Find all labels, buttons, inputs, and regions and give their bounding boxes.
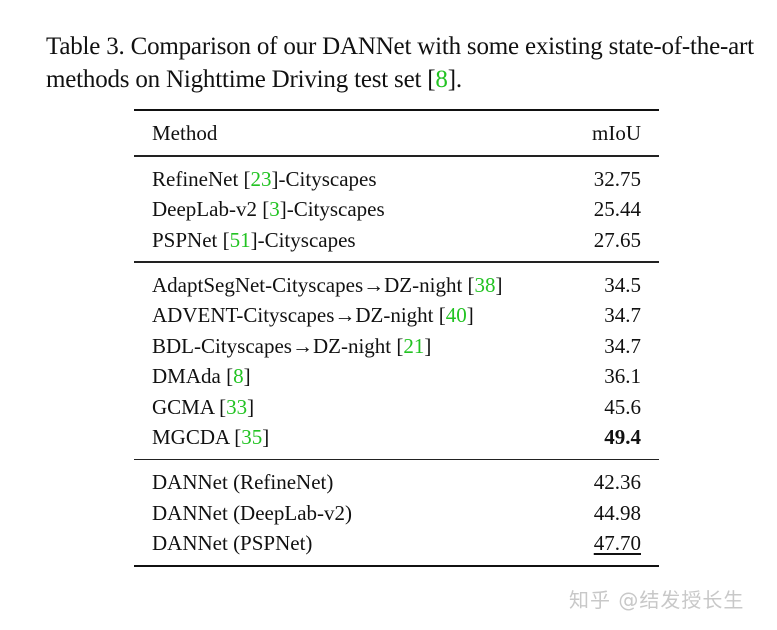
citation-link[interactable]: 8 <box>435 66 448 93</box>
miou-cell: 32.75 <box>593 166 641 191</box>
method-cell: BDL-Cityscapes→DZ-night [21] <box>152 333 432 358</box>
table-row: RefineNet [23]-Cityscapes 32.75 <box>134 164 659 195</box>
miou-cell: 27.65 <box>593 227 641 252</box>
method-cell: ADVENT-Cityscapes→DZ-night [40] <box>152 303 474 327</box>
header-miou: mIoU <box>592 121 641 145</box>
miou-cell-best: 49.4 <box>604 425 641 449</box>
group-adaptation: AdaptSegNet-Cityscapes→DZ-night [38] 34.… <box>134 263 659 459</box>
method-cell: DANNet (DeepLab-v2) <box>152 500 353 525</box>
method-cell: DANNet (RefineNet) <box>152 470 334 494</box>
method-cell: PSPNet [51]-Cityscapes <box>152 227 356 252</box>
miou-cell: 34.5 <box>604 272 641 297</box>
method-cell: DeepLab-v2 [3]-Cityscapes <box>152 197 385 221</box>
watermark: 知乎 @结发授长生 <box>569 588 745 612</box>
table-row: ADVENT-Cityscapes→DZ-night [40] 34.7 <box>134 300 659 331</box>
miou-cell: 45.6 <box>604 394 641 419</box>
miou-cell-second-best: 47.70 <box>593 531 641 555</box>
group-rule <box>134 261 659 263</box>
table-row: DANNet (PSPNet) 47.70 <box>134 528 659 559</box>
header-rule <box>134 155 659 157</box>
group-baselines: RefineNet [23]-Cityscapes 32.75 DeepLab-… <box>134 157 659 262</box>
miou-cell: 34.7 <box>604 303 641 327</box>
table-row: DMAda [8] 36.1 <box>134 361 659 392</box>
group-rule <box>134 458 659 460</box>
miou-cell: 34.7 <box>604 333 641 358</box>
table-row: DeepLab-v2 [3]-Cityscapes 25.44 <box>134 194 659 225</box>
citation-link[interactable]: 23 <box>250 166 272 191</box>
table-row: MGCDA [35] 49.4 <box>134 422 659 453</box>
table-row: DANNet (DeepLab-v2) 44.98 <box>134 498 659 529</box>
citation-link[interactable]: 3 <box>269 197 280 221</box>
table-header: Method mIoU <box>134 111 659 155</box>
table-caption: Table 3. Comparison of our DANNet with s… <box>46 30 766 96</box>
group-dannet: DANNet (RefineNet) 42.36 DANNet (DeepLab… <box>134 460 659 565</box>
table-row: DANNet (RefineNet) 42.36 <box>134 467 659 498</box>
table-row: GCMA [33] 45.6 <box>134 392 659 423</box>
top-rule <box>134 109 659 111</box>
method-cell: MGCDA [35] <box>152 425 270 449</box>
citation-link[interactable]: 38 <box>474 272 496 297</box>
citation-link[interactable]: 51 <box>229 227 251 252</box>
results-table: Method mIoU RefineNet [23]-Cityscapes 32… <box>134 109 659 567</box>
method-cell: GCMA [33] <box>152 394 255 419</box>
caption-text: Table 3. Comparison of our DANNet with s… <box>46 33 754 93</box>
citation-link[interactable]: 40 <box>445 303 467 327</box>
citation-link[interactable]: 8 <box>233 364 244 388</box>
table-row: AdaptSegNet-Cityscapes→DZ-night [38] 34.… <box>134 270 659 301</box>
miou-cell: 25.44 <box>593 197 641 221</box>
table-row: PSPNet [51]-Cityscapes 27.65 <box>134 225 659 256</box>
method-cell: AdaptSegNet-Cityscapes→DZ-night [38] <box>152 272 503 297</box>
citation-link[interactable]: 21 <box>403 333 425 358</box>
miou-cell: 44.98 <box>593 500 641 525</box>
table-row: BDL-Cityscapes→DZ-night [21] 34.7 <box>134 331 659 362</box>
caption-text-end: ]. <box>447 66 462 93</box>
citation-link[interactable]: 33 <box>226 394 248 419</box>
method-cell: RefineNet [23]-Cityscapes <box>152 166 377 191</box>
citation-link[interactable]: 35 <box>241 425 263 449</box>
method-cell: DMAda [8] <box>152 364 251 388</box>
method-cell: DANNet (PSPNet) <box>152 531 313 555</box>
header-method: Method <box>152 121 218 145</box>
miou-cell: 36.1 <box>604 364 641 388</box>
bottom-rule <box>134 564 659 567</box>
miou-cell: 42.36 <box>593 470 641 494</box>
